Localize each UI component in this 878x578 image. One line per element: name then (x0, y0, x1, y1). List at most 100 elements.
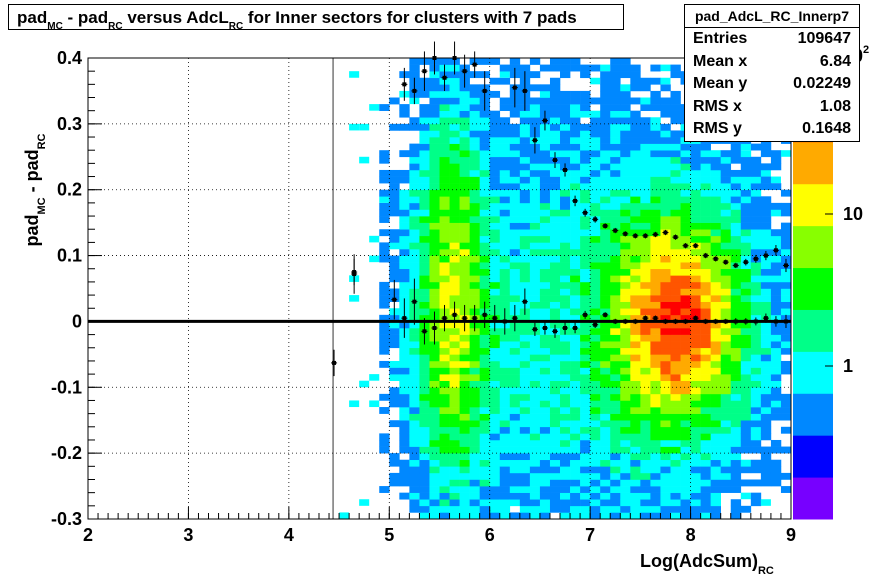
heatmap-cell (730, 202, 742, 210)
heatmap-cell (690, 341, 701, 349)
heatmap-cell (489, 407, 501, 414)
heatmap-cell (750, 281, 762, 289)
heatmap-cell (449, 400, 460, 408)
heatmap-cell (379, 169, 390, 177)
heatmap-cell (660, 472, 671, 480)
heatmap-cell (479, 374, 491, 381)
profile-upper-point (752, 254, 759, 263)
heatmap-cell (379, 242, 390, 250)
heatmap-cell (399, 420, 410, 428)
heatmap-cell (459, 196, 470, 204)
heatmap-cell (680, 196, 691, 204)
heatmap-cell (409, 407, 420, 414)
heatmap-cell (710, 512, 721, 520)
heatmap-cell (389, 367, 400, 375)
heatmap-cell (750, 196, 762, 204)
heatmap-cell (549, 117, 561, 125)
heatmap-cell (399, 248, 410, 256)
heatmap-cell (780, 275, 792, 283)
heatmap-cell (499, 492, 511, 500)
heatmap-cell (770, 387, 782, 395)
heatmap-cell (590, 117, 601, 125)
heatmap-cell (560, 301, 571, 309)
heatmap-cell (600, 341, 611, 349)
heatmap-cell (580, 328, 591, 335)
heatmap-cell (539, 499, 551, 507)
heatmap-cell (499, 433, 511, 441)
heatmap-cell (680, 209, 691, 217)
heatmap-cell (459, 446, 470, 454)
heatmap-cell (630, 413, 641, 421)
heatmap-cell (590, 137, 601, 144)
heatmap-cell (630, 439, 641, 447)
heatmap-cell (750, 308, 762, 316)
heatmap-cell (640, 169, 651, 177)
heatmap-cell (499, 242, 511, 250)
heatmap-cell (780, 360, 792, 368)
profile-lower-point (752, 317, 759, 326)
heatmap-cell (670, 466, 681, 474)
heatmap-cell (660, 499, 671, 507)
heatmap-cell (630, 426, 641, 434)
heatmap-cell (549, 77, 561, 85)
heatmap-cell (409, 229, 420, 237)
heatmap-cell (379, 341, 390, 349)
heatmap-cell (399, 222, 410, 230)
heatmap-cell (449, 90, 460, 98)
heatmap-cell (600, 374, 611, 381)
heatmap-cell (499, 123, 511, 131)
heatmap-cell (700, 242, 711, 250)
heatmap-cell (620, 262, 631, 270)
heatmap-cell (680, 492, 691, 500)
heatmap-cell (640, 301, 651, 309)
heatmap-cell (750, 354, 762, 362)
heatmap-cell (469, 255, 480, 263)
heatmap-cell (640, 308, 651, 316)
heatmap-cell (539, 268, 551, 276)
heatmap-cell (720, 407, 732, 414)
heatmap-cell (750, 387, 762, 395)
heatmap-cell (730, 400, 742, 408)
heatmap-cell (680, 413, 691, 421)
heatmap-cell (389, 275, 400, 283)
heatmap-cell (499, 288, 511, 296)
heatmap-cell (590, 268, 601, 276)
heatmap-cell (419, 189, 430, 197)
heatmap-cell (630, 341, 641, 349)
heatmap-cell (670, 64, 681, 72)
heatmap-cell (620, 222, 631, 230)
heatmap-cell (399, 407, 410, 414)
heatmap-cell (459, 242, 470, 250)
heatmap-cell (720, 453, 732, 461)
heatmap-cell (690, 360, 701, 368)
heatmap-cell (419, 360, 430, 368)
heatmap-cell (580, 275, 591, 283)
heatmap-cell (499, 64, 511, 72)
heatmap-cell (700, 308, 711, 316)
heatmap-cell (600, 189, 611, 197)
heatmap-cell (720, 288, 732, 296)
heatmap-cell (529, 84, 541, 92)
heatmap-cell (459, 367, 470, 375)
heatmap-cell (580, 189, 591, 197)
heatmap-cell (549, 400, 561, 408)
heatmap-cell (519, 472, 531, 480)
heatmap-cell (509, 216, 521, 223)
heatmap-cell (459, 295, 470, 302)
heatmap-cell (740, 354, 752, 362)
heatmap-cell (750, 400, 762, 408)
heatmap-cell (690, 413, 701, 421)
heatmap-cell (560, 505, 571, 513)
heatmap-cell (690, 400, 701, 408)
heatmap-cell (630, 433, 641, 441)
heatmap-cell (570, 407, 581, 414)
heatmap-cell (419, 268, 430, 276)
heatmap-cell (700, 420, 711, 428)
heatmap-cell (459, 512, 470, 520)
heatmap-cell (580, 64, 591, 72)
heatmap-cell (690, 367, 701, 375)
heatmap-cell (509, 281, 521, 289)
heatmap-cell (560, 459, 571, 467)
heatmap-cell (449, 235, 460, 243)
heatmap-cell (519, 341, 531, 349)
